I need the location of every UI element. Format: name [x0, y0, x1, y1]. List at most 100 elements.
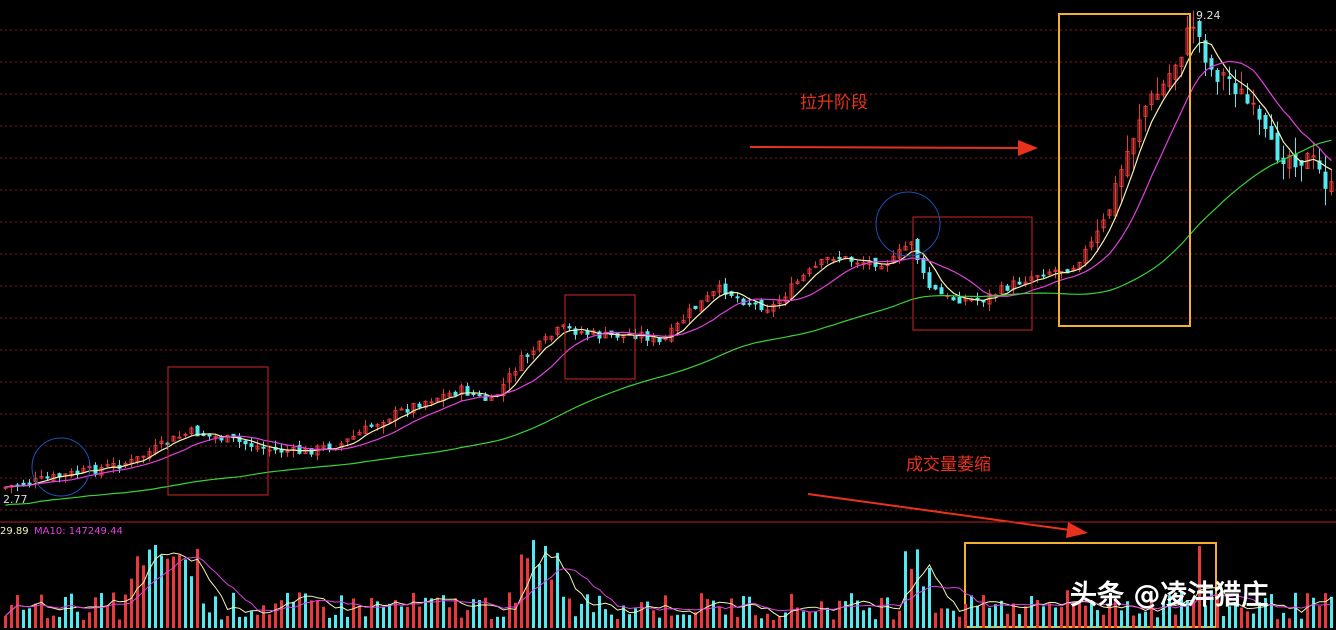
candle-body: [519, 355, 524, 372]
candle-body: [921, 257, 926, 274]
volume-bar: [118, 619, 121, 628]
volume-bar: [1138, 613, 1141, 628]
volume-bar: [1006, 613, 1009, 628]
volume-bar: [580, 603, 583, 628]
candle-body: [429, 401, 434, 404]
volume-bar: [502, 616, 505, 628]
candle-body: [81, 467, 86, 473]
candle-body: [1311, 155, 1316, 158]
volume-bar: [148, 549, 151, 628]
volume-bar: [1192, 598, 1195, 628]
candle-body: [879, 265, 884, 270]
candle-body: [621, 333, 626, 338]
volume-bar: [964, 603, 967, 628]
candle-body: [423, 400, 428, 408]
candle-body: [705, 295, 710, 302]
volume-bar: [28, 608, 31, 628]
volume-bar: [808, 611, 811, 628]
candle-body: [1239, 88, 1244, 95]
volume-bar: [1258, 602, 1261, 628]
volume-bar: [142, 565, 145, 628]
volume-bar: [928, 567, 931, 628]
candle-body: [711, 291, 716, 297]
volume-bar: [1168, 595, 1171, 628]
candle-body: [1245, 94, 1250, 104]
candle-body: [939, 287, 944, 295]
volume-bar: [1294, 592, 1297, 628]
moving-average-lines: [5, 41, 1332, 506]
volume-bar: [586, 594, 589, 628]
volume-bar: [1216, 597, 1219, 628]
volume-bar: [4, 615, 7, 628]
volume-bar: [58, 617, 61, 628]
candle-body: [567, 326, 572, 329]
volume-bar: [268, 614, 271, 628]
volume-bar: [496, 616, 499, 628]
volume-bar: [184, 559, 187, 628]
candle-body: [693, 305, 698, 309]
candle-body: [675, 323, 680, 332]
volume-bar: [670, 615, 673, 628]
volume-bar: [112, 592, 115, 628]
volume-bar: [1276, 619, 1279, 628]
volume-bar: [346, 616, 349, 628]
volume-bar: [1318, 606, 1321, 628]
volume-bar: [898, 610, 901, 628]
volume-bar: [1012, 603, 1015, 628]
volume-bar: [1174, 614, 1177, 628]
candle-body: [159, 440, 164, 445]
volume-bar: [1108, 605, 1111, 628]
volume-bar: [250, 611, 253, 628]
volume-bar: [1306, 593, 1309, 628]
candle-body: [1203, 40, 1208, 63]
consolidation-box: [564, 294, 636, 380]
volume-bar: [1030, 596, 1033, 628]
volume-bar: [892, 619, 895, 628]
volume-bar: [406, 606, 409, 628]
candle-body: [297, 445, 302, 454]
volume-bar: [220, 619, 223, 628]
candle-body: [1005, 285, 1010, 291]
volume-bar: [448, 607, 451, 628]
volume-bar: [1054, 607, 1057, 628]
volume-bar: [412, 592, 415, 628]
candle-body: [207, 434, 212, 437]
volume-bar: [880, 597, 883, 628]
volume-bar: [886, 597, 889, 628]
volume-bar: [862, 610, 865, 628]
volume-bar: [982, 595, 985, 628]
candle-body: [177, 436, 182, 439]
volume-bar: [256, 614, 259, 628]
volume-ma-lines: [5, 551, 1332, 618]
volume-bar: [316, 600, 319, 628]
volume-bar: [1114, 598, 1117, 628]
volume-bar: [1180, 592, 1183, 628]
volume-ma10-line: [5, 556, 1332, 617]
volume-bar: [1036, 599, 1039, 628]
volume-bar: [334, 614, 337, 628]
volume-bar: [466, 610, 469, 628]
volume-bar: [280, 600, 283, 628]
volume-bar: [160, 555, 163, 628]
volume-bar: [1240, 607, 1243, 628]
volume-bar: [436, 597, 439, 628]
volume-ma5-line: [5, 551, 1332, 618]
annotation-pull-up: 拉升阶段: [800, 93, 868, 113]
volume-bar: [574, 616, 577, 628]
volume-bar: [778, 615, 781, 628]
volume-bar: [766, 613, 769, 628]
candle-body: [345, 438, 350, 442]
candle-body: [1149, 93, 1154, 105]
candle-body: [363, 425, 368, 435]
candle-body: [897, 249, 902, 259]
price-grid: [0, 29, 1336, 511]
volume-bar: [718, 606, 721, 628]
volume-bar: [916, 549, 919, 628]
volume-bar: [364, 616, 367, 628]
candle-body: [513, 371, 518, 376]
volume-bar: [1234, 602, 1237, 628]
candle-body: [543, 336, 548, 341]
volume-bar: [652, 610, 655, 628]
volume-bar: [214, 596, 217, 628]
candle-body: [129, 458, 134, 464]
